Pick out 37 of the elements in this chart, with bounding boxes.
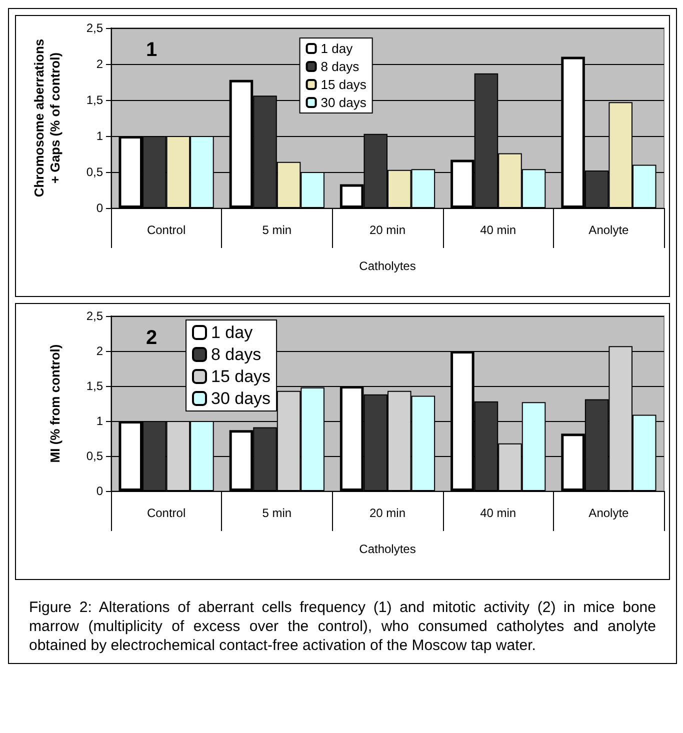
y-tick-label: 0 — [96, 484, 104, 498]
legend-label: 15 days — [211, 367, 271, 386]
x-tick-label: Control — [146, 506, 186, 520]
y-tick-label: 1,5 — [86, 379, 104, 393]
x-tick-label: 5 min — [262, 506, 292, 520]
y-tick-label: 2,5 — [86, 21, 104, 35]
text: 1 — [146, 39, 158, 61]
legend-label: 30 days — [211, 389, 271, 408]
x-tick-label: 40 min — [480, 223, 516, 237]
x-tick-label: 20 min — [369, 223, 406, 237]
legend-label: 1 day — [320, 41, 354, 56]
legend-label: 8 days — [211, 345, 262, 364]
y-tick-label: 1 — [96, 129, 104, 143]
y-axis-title: MI (% from control) — [48, 344, 62, 463]
x-tick-label: Anolyte — [588, 223, 630, 237]
legend-label: 8 days — [320, 59, 360, 74]
legend-label: 1 day — [211, 323, 254, 342]
y-axis-title: Chromosome aberrations + Gaps (% of control) — [32, 38, 62, 198]
text: Catholytes — [359, 542, 416, 556]
x-tick-label: 20 min — [369, 506, 406, 520]
text: Catholytes — [359, 259, 416, 273]
y-tick-label: 2,5 — [86, 309, 104, 323]
y-tick-label: 0,5 — [86, 165, 104, 179]
x-tick-label: Anolyte — [588, 506, 630, 520]
x-tick-label: Control — [146, 223, 186, 237]
y-tick-label: 0 — [96, 201, 104, 215]
y-tick-label: 1 — [96, 414, 104, 428]
legend-label: 15 days — [320, 77, 367, 92]
x-tick-label: 40 min — [480, 506, 516, 520]
legend-label: 30 days — [320, 95, 367, 110]
x-tick-label: 5 min — [262, 223, 292, 237]
y-tick-label: 1,5 — [86, 93, 104, 107]
text: 2 — [146, 327, 158, 349]
y-tick-label: 2 — [96, 57, 104, 71]
y-tick-label: 2 — [96, 344, 104, 358]
caption: Figure 2: Alterations of aberrant cells frequency (1) and mitotic activity (2) in mice bone marrow (multiplicity of excess over the control), who consumed catholytes and anolyte obtained by electrochemical contact-free activation of the Moscow tap water. — [29, 598, 656, 655]
y-tick-label: 0,5 — [86, 449, 104, 463]
